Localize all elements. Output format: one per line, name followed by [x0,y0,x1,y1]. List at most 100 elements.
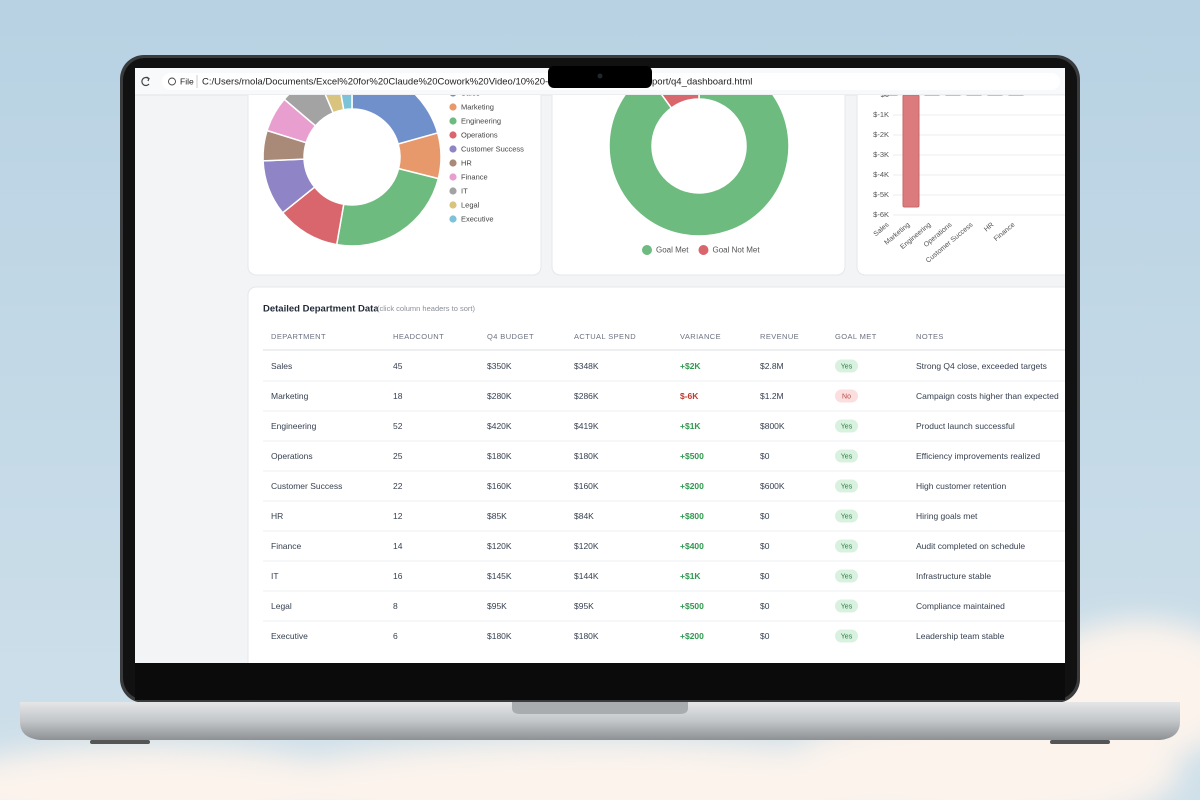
table-cell: $280K [487,391,512,401]
column-header[interactable]: Q4 BUDGET [487,332,534,341]
department-name: Operations [271,451,313,461]
table-cell: $120K [487,541,512,551]
y-tick-label: $0 [881,90,889,99]
legend-swatch [449,159,457,167]
donut-slice [608,95,790,237]
lid-notch [512,702,688,714]
table-cell: $180K [487,631,512,641]
url-scheme: File [180,76,194,86]
table-cell: +$400 [680,541,704,551]
legend-label: Finance [461,172,488,181]
info-icon [168,77,176,86]
department-name: Engineering [271,421,317,431]
department-name: Customer Success [271,481,342,491]
status-text: Yes [841,573,853,580]
table-cell: $180K [574,631,599,641]
status-badge [835,569,858,583]
table-cell: $2.8M [760,361,784,371]
department-name: Legal [271,601,292,611]
table-cell: +$500 [680,601,704,611]
department-name: Finance [271,541,302,551]
table-cell: 8 [393,601,398,611]
status-badge [835,629,858,643]
legend-swatch [449,117,457,125]
table-cell: +$800 [680,511,704,521]
table-cell: Product launch successful [916,421,1015,431]
screen-chin [135,663,1065,700]
status-badge [835,509,858,523]
status-text: Yes [841,513,853,520]
x-tick-label: HR [983,222,995,234]
table-cell: 18 [393,391,403,401]
table-cell: Campaign costs higher than expected [916,391,1059,401]
y-tick-label: $-3K [873,150,889,159]
status-text: Yes [841,603,853,610]
column-header[interactable]: HEADCOUNT [393,332,444,341]
legend-label: HR [461,158,472,167]
table-title: Detailed Department Data [263,304,379,315]
donut-slice [340,95,353,111]
column-header[interactable]: GOAL MET [835,332,877,341]
status-text: Yes [841,363,853,370]
column-header[interactable]: ACTUAL SPEND [574,332,636,341]
legend-swatch [449,145,457,153]
legend-swatch [449,173,457,181]
status-badge [835,419,858,433]
legend-label: Marketing [461,102,494,111]
table-cell: $0 [760,451,770,461]
table-cell: $85K [487,511,507,521]
table-cell: $1.2M [760,391,784,401]
table-cell: $420K [487,421,512,431]
table-hint: (click column headers to sort) [377,304,475,313]
camera [597,73,603,79]
table-cell: $0 [760,511,770,521]
table-cell: $95K [487,601,507,611]
legend-swatch [697,244,710,256]
legend-label: Engineering [461,116,501,125]
status-badge [835,479,858,493]
column-header[interactable]: DEPARTMENT [271,332,326,341]
reload-button[interactable] [141,76,150,87]
status-badge [835,599,858,613]
url-end-bg [652,74,792,89]
table-cell: Efficiency improvements realized [916,451,1040,461]
laptop-base [20,702,1180,740]
table-cell: $0 [760,631,770,641]
table-cell: +$1K [680,571,701,581]
department-name: HR [271,511,283,521]
department-name: Marketing [271,391,309,401]
table-cell: Audit completed on schedule [916,541,1025,551]
status-text: Yes [841,423,853,430]
column-header[interactable]: VARIANCE [680,332,721,341]
legend-label: Sales [461,88,480,97]
legend-swatch [449,215,457,223]
legend-label: Goal Met [656,246,689,255]
table-cell: +$200 [680,631,704,641]
legend-swatch [450,95,456,97]
table-cell: $350K [487,361,512,371]
column-header[interactable]: NOTES [916,332,944,341]
column-header[interactable]: REVENUE [760,332,799,341]
table-cell: +$500 [680,451,704,461]
table-cell: $0 [760,571,770,581]
donut-slice [283,95,335,127]
table-cell: $145K [487,571,512,581]
legend-label: Customer Success [461,144,524,153]
legend-label: IT [461,186,468,195]
bar [902,95,920,208]
table-cell: 6 [393,631,398,641]
table-cell: Infrastructure stable [916,571,991,581]
donut-slice [661,95,700,110]
legend-label: Goal Not Met [712,246,760,255]
status-text: Yes [841,633,853,640]
table-cell: 14 [393,541,403,551]
table-cell: 22 [393,481,403,491]
y-tick-label: $-5K [873,190,889,199]
table-cell: 45 [393,361,403,371]
status-text: No [842,393,851,400]
department-name: IT [271,571,279,581]
table-cell: Leadership team stable [916,631,1005,641]
table-cell: $600K [760,481,785,491]
foot [90,740,150,744]
